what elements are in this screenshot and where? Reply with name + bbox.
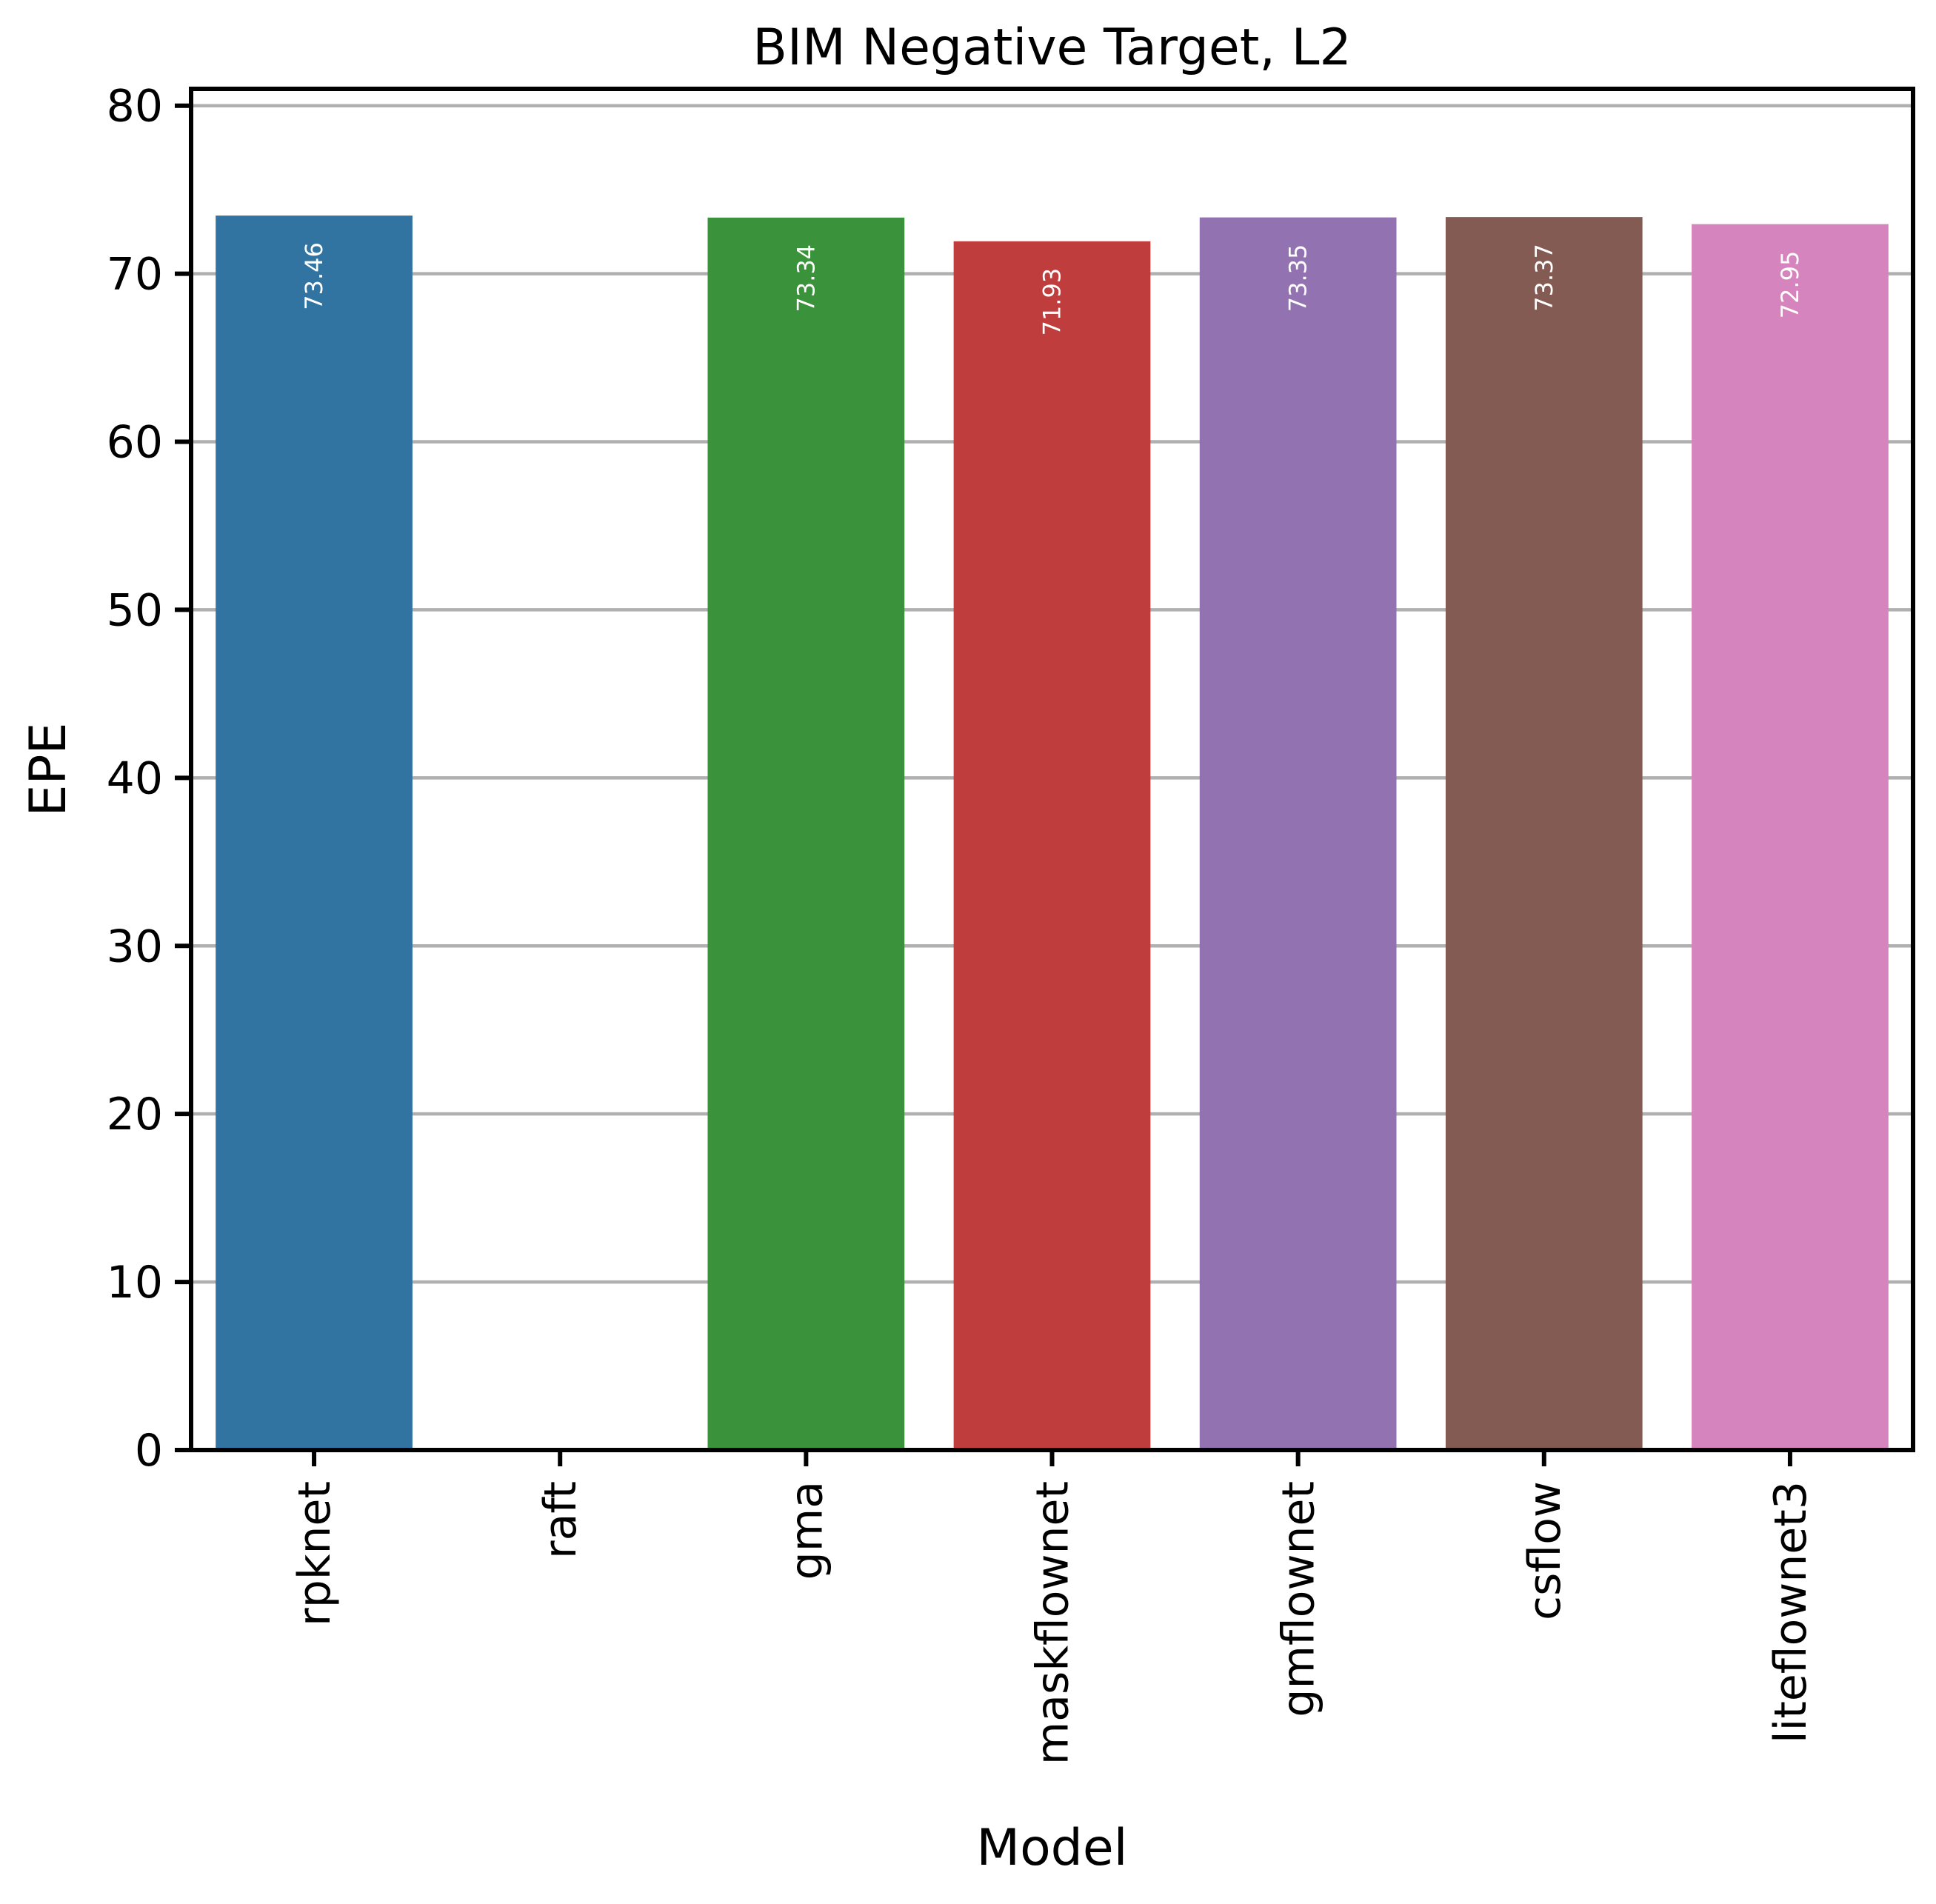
- y-axis-ticks: 0 10 20 30 40 50 60 70 80: [107, 81, 191, 1477]
- y-tick-label: 60: [107, 417, 163, 469]
- data-label-gma: 73.34: [792, 244, 820, 313]
- bar-gmflownet: [1199, 217, 1397, 1451]
- x-tick-label-liteflownet3: liteflownet3: [1765, 1481, 1817, 1743]
- bar-gma: [707, 217, 905, 1450]
- x-tick-label-gma: gma: [781, 1481, 832, 1580]
- x-tick-label-csflow: csflow: [1519, 1481, 1571, 1620]
- x-tick-label-raft: raft: [535, 1481, 587, 1559]
- data-label-liteflownet3: 72.95: [1776, 251, 1804, 319]
- bar-rpknet: [216, 216, 413, 1451]
- x-tick-label-gmflownet: gmflownet: [1273, 1481, 1325, 1717]
- y-tick-label: 50: [107, 584, 163, 636]
- y-tick-label: 80: [107, 81, 163, 133]
- data-label-maskflownet: 71.93: [1038, 268, 1067, 336]
- bar-maskflownet: [953, 241, 1151, 1451]
- bars: [216, 216, 1889, 1451]
- data-label-rpknet: 73.46: [300, 242, 328, 310]
- y-tick-label: 40: [107, 752, 163, 804]
- y-tick-label: 30: [107, 921, 163, 972]
- y-tick-label: 20: [107, 1089, 163, 1140]
- bar-csflow: [1445, 217, 1643, 1451]
- data-labels: 73.46 73.34 71.93 73.35 73.37 72.95: [300, 242, 1804, 335]
- x-axis-label: Model: [976, 1819, 1127, 1877]
- data-label-gmflownet: 73.35: [1284, 244, 1312, 313]
- y-axis-label: EPE: [19, 723, 78, 817]
- chart-title: BIM Negative Target, L2: [752, 19, 1352, 77]
- x-axis-ticks: rpknet raft gma maskflownet gmflownet csflow l…: [289, 1450, 1817, 1765]
- y-tick-label: 70: [107, 249, 163, 301]
- data-label-csflow: 73.37: [1530, 244, 1558, 312]
- x-tick-label-rpknet: rpknet: [289, 1481, 341, 1626]
- x-tick-label-maskflownet: maskflownet: [1027, 1481, 1079, 1765]
- y-tick-label: 0: [135, 1425, 163, 1477]
- y-tick-label: 10: [107, 1257, 163, 1309]
- bar-liteflownet3: [1692, 224, 1889, 1451]
